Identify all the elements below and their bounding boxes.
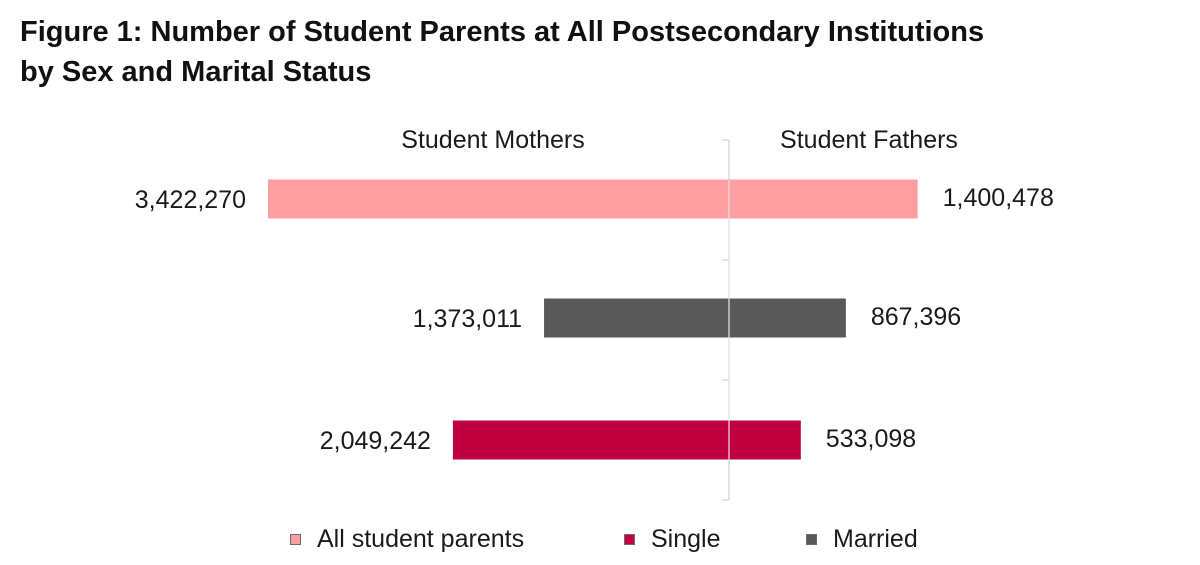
legend-item-all-student-parents: All student parents [290,524,524,554]
legend-item-single: Single [624,524,721,554]
legend-swatch-married [806,533,817,545]
legend-label-single: Single [651,525,721,553]
right-header-label: Student Fathers [780,126,958,154]
value-label-fathers-all-student-parents: 1,400,478 [943,184,1054,212]
value-label-mothers-married: 1,373,011 [413,305,522,333]
bar-fathers-married [729,298,846,338]
chart-title-line-2: by Sex and Marital Status [20,56,372,88]
legend-item-married: Married [806,524,918,554]
bar-fathers-all-student-parents [729,179,918,219]
value-label-fathers-single: 533,098 [826,425,916,453]
legend-label-all-student-parents: All student parents [317,525,525,553]
bar-fathers-single [729,420,801,460]
chart-title: Figure 1: Number of Student Parents at A… [20,12,1195,92]
bar-mothers-all-student-parents [268,179,729,219]
value-label-mothers-all-student-parents: 3,422,270 [135,186,246,214]
bar-mothers-married [544,298,729,338]
value-label-mothers-single: 2,049,242 [320,427,431,455]
chart-legend: All student parents Single Married [0,524,1200,554]
legend-swatch-single [624,533,635,545]
legend-label-married: Married [833,525,918,553]
left-header-label: Student Mothers [401,126,584,154]
chart-title-line-1: Figure 1: Number of Student Parents at A… [20,16,985,48]
bar-mothers-single [452,420,729,460]
legend-swatch-all-student-parents [290,533,301,545]
value-label-fathers-married: 867,396 [871,303,961,331]
